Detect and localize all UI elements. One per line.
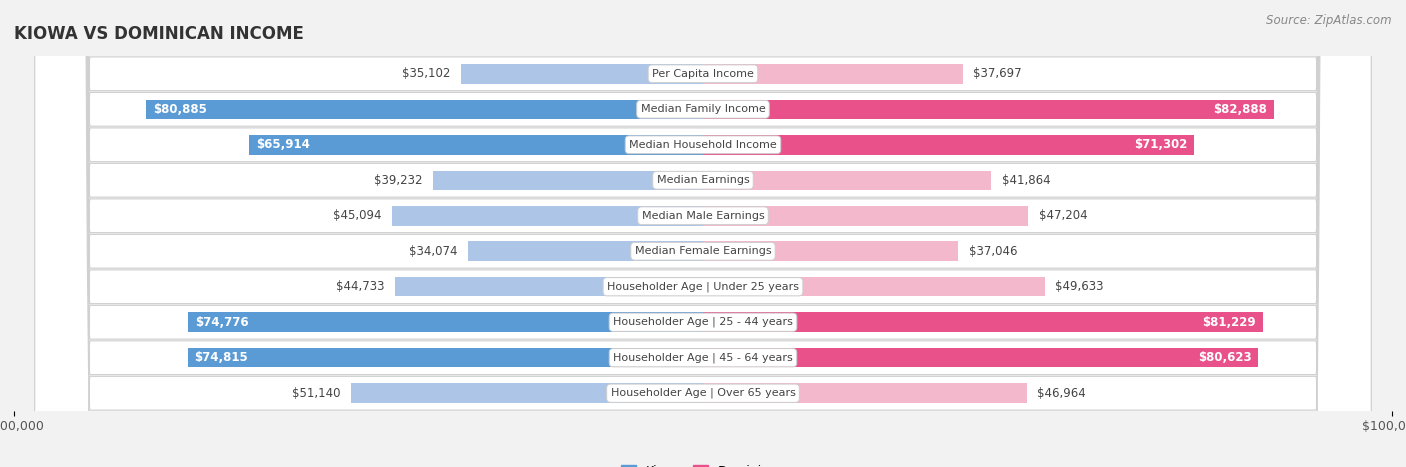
Text: Median Family Income: Median Family Income xyxy=(641,104,765,114)
Text: $45,094: $45,094 xyxy=(333,209,382,222)
FancyBboxPatch shape xyxy=(35,0,1371,467)
Text: $49,633: $49,633 xyxy=(1056,280,1104,293)
Text: $46,964: $46,964 xyxy=(1036,387,1085,400)
FancyBboxPatch shape xyxy=(35,0,1371,467)
Bar xyxy=(188,312,703,332)
Text: Median Male Earnings: Median Male Earnings xyxy=(641,211,765,221)
Bar xyxy=(433,170,703,190)
Text: $80,623: $80,623 xyxy=(1198,351,1251,364)
Bar xyxy=(395,277,703,297)
FancyBboxPatch shape xyxy=(35,0,1371,467)
Text: Householder Age | 25 - 44 years: Householder Age | 25 - 44 years xyxy=(613,317,793,327)
Text: $82,888: $82,888 xyxy=(1213,103,1267,116)
Bar xyxy=(146,99,703,119)
Bar xyxy=(703,206,1028,226)
FancyBboxPatch shape xyxy=(35,0,1371,467)
Text: $34,074: $34,074 xyxy=(409,245,458,258)
Text: $39,232: $39,232 xyxy=(374,174,422,187)
Text: Per Capita Income: Per Capita Income xyxy=(652,69,754,79)
Bar xyxy=(187,348,703,368)
Bar xyxy=(703,64,963,84)
Text: $81,229: $81,229 xyxy=(1202,316,1256,329)
Text: $51,140: $51,140 xyxy=(292,387,340,400)
Text: $41,864: $41,864 xyxy=(1001,174,1050,187)
Bar xyxy=(461,64,703,84)
Text: $74,815: $74,815 xyxy=(194,351,249,364)
Bar xyxy=(350,383,703,403)
Bar xyxy=(703,99,1274,119)
Text: Median Household Income: Median Household Income xyxy=(628,140,778,150)
Text: Householder Age | Under 25 years: Householder Age | Under 25 years xyxy=(607,282,799,292)
FancyBboxPatch shape xyxy=(35,0,1371,467)
Text: $35,102: $35,102 xyxy=(402,67,451,80)
Text: Median Earnings: Median Earnings xyxy=(657,175,749,185)
Text: $44,733: $44,733 xyxy=(336,280,384,293)
Text: Householder Age | Over 65 years: Householder Age | Over 65 years xyxy=(610,388,796,398)
Bar xyxy=(392,206,703,226)
FancyBboxPatch shape xyxy=(35,0,1371,467)
Text: $37,697: $37,697 xyxy=(973,67,1022,80)
Text: $37,046: $37,046 xyxy=(969,245,1017,258)
Text: Median Female Earnings: Median Female Earnings xyxy=(634,246,772,256)
Bar xyxy=(703,170,991,190)
Bar xyxy=(703,312,1263,332)
Bar xyxy=(468,241,703,261)
Text: Householder Age | 45 - 64 years: Householder Age | 45 - 64 years xyxy=(613,353,793,363)
FancyBboxPatch shape xyxy=(35,0,1371,467)
FancyBboxPatch shape xyxy=(35,0,1371,467)
FancyBboxPatch shape xyxy=(35,0,1371,467)
Text: $71,302: $71,302 xyxy=(1135,138,1187,151)
Bar xyxy=(703,383,1026,403)
Text: $47,204: $47,204 xyxy=(1039,209,1087,222)
Bar xyxy=(703,277,1045,297)
Text: $65,914: $65,914 xyxy=(256,138,309,151)
FancyBboxPatch shape xyxy=(35,0,1371,467)
Text: $74,776: $74,776 xyxy=(194,316,249,329)
Text: Source: ZipAtlas.com: Source: ZipAtlas.com xyxy=(1267,14,1392,27)
Legend: Kiowa, Dominican: Kiowa, Dominican xyxy=(616,460,790,467)
Bar xyxy=(703,135,1194,155)
Text: $80,885: $80,885 xyxy=(153,103,207,116)
Bar xyxy=(703,241,959,261)
Text: KIOWA VS DOMINICAN INCOME: KIOWA VS DOMINICAN INCOME xyxy=(14,25,304,43)
Bar xyxy=(249,135,703,155)
Bar xyxy=(703,348,1258,368)
